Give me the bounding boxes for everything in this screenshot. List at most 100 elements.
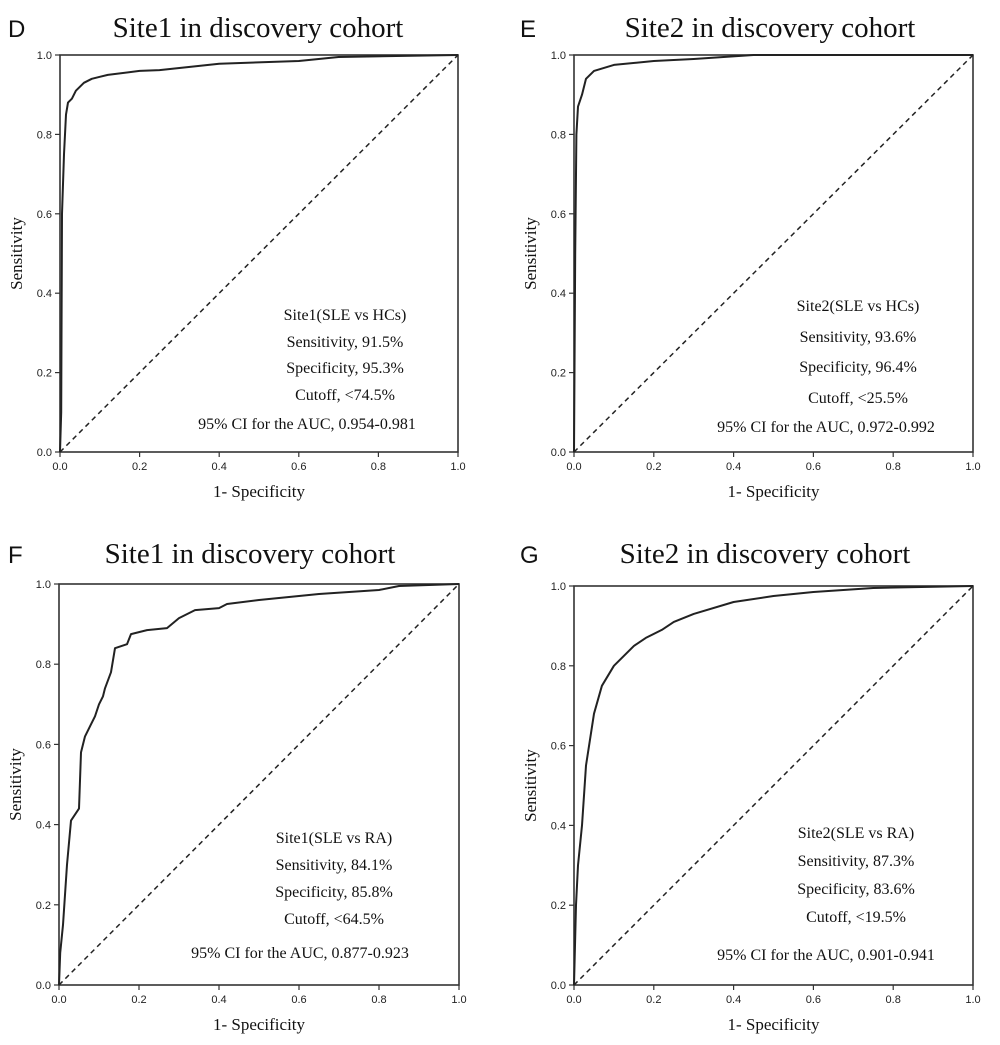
chart-title: Site2 in discovery cohort [625, 12, 916, 44]
roc-curve [58, 583, 460, 986]
y-tick-label: 0.8 [37, 129, 52, 141]
y-tick-label: 0.2 [551, 900, 566, 912]
x-tick-label: 0.4 [211, 994, 226, 1006]
x-tick-label: 0.4 [726, 461, 741, 473]
y-tick-label: 0.8 [551, 661, 566, 673]
y-tick-label: 0.2 [36, 900, 51, 912]
roc-curve [573, 585, 974, 986]
annotation-line: Specificity, 96.4% [799, 359, 917, 376]
panel-letter: F [8, 542, 23, 569]
y-tick-label: 0.4 [551, 820, 566, 832]
x-tick-label: 0.0 [52, 461, 67, 473]
x-axis-label: 1- Specificity [727, 482, 820, 501]
y-axis-label: Sensitivity [521, 217, 540, 290]
reference-diagonal [58, 583, 460, 986]
x-tick-label: 0.2 [132, 461, 147, 473]
y-tick-label: 1.0 [551, 50, 566, 62]
x-axis-label: 1- Specificity [727, 1015, 820, 1034]
panel-g: G Site2 in discovery cohort 0.00.0 0.2 0.2 0.… [520, 538, 981, 1034]
y-tick-label: 1.0 [36, 579, 51, 591]
x-tick-label: 0.0 [51, 994, 66, 1006]
annotation-line: Cutoff, <19.5% [806, 909, 906, 926]
panel-letter: G [520, 542, 539, 569]
roc-curve [573, 54, 973, 453]
panel-f: F Site1 in discovery cohort 0.00.0 0.2 0.2 0.… [6, 538, 467, 1034]
y-tick-label: 0.6 [37, 209, 52, 221]
y-tick-label: 0.0 [551, 980, 566, 992]
panel-e: E Site2 in discovery cohort 0.00.0 0.2 0.2 0.… [520, 12, 981, 501]
annotation-line: Cutoff, <25.5% [808, 390, 908, 407]
y-axis-label: Sensitivity [6, 748, 25, 821]
annotation-line: Specificity, 83.6% [797, 881, 915, 898]
annotation-line: 95% CI for the AUC, 0.954-0.981 [198, 416, 416, 433]
annotation-line: Sensitivity, 91.5% [287, 334, 404, 351]
annotation-title: Site2(SLE vs HCs) [797, 298, 920, 315]
x-tick-label: 0.6 [291, 461, 306, 473]
annotation-line: Cutoff, <64.5% [284, 911, 384, 928]
plot-frame [58, 583, 460, 986]
chart-title: Site2 in discovery cohort [620, 538, 911, 570]
y-tick-label: 0.6 [551, 741, 566, 753]
x-tick-label: 0.0 [566, 994, 581, 1006]
x-tick-label: 0.6 [806, 994, 821, 1006]
reference-diagonal [59, 54, 459, 453]
panel-d: D Site1 in discovery cohort 0.00.0 0.2 0.2 0.… [7, 12, 466, 501]
y-tick-label: 0.2 [551, 368, 566, 380]
reference-diagonal [573, 585, 974, 986]
annotation-line: Sensitivity, 93.6% [800, 329, 917, 346]
x-axis-label: 1- Specificity [213, 482, 306, 501]
x-tick-label: 0.6 [291, 994, 306, 1006]
panel-letter: D [8, 16, 25, 43]
y-tick-label: 0.8 [36, 659, 51, 671]
x-tick-label: 0.8 [371, 994, 386, 1006]
annotation-line: Specificity, 95.3% [286, 360, 404, 377]
y-tick-label: 0.4 [36, 820, 51, 832]
annotation-line: 95% CI for the AUC, 0.877-0.923 [191, 945, 409, 962]
annotation-line: 95% CI for the AUC, 0.972-0.992 [717, 419, 935, 436]
panel-letter: E [520, 16, 536, 43]
x-tick-label: 0.6 [806, 461, 821, 473]
annotation-line: 95% CI for the AUC, 0.901-0.941 [717, 947, 935, 964]
y-tick-label: 0.4 [551, 288, 566, 300]
annotation-line: Sensitivity, 87.3% [798, 853, 915, 870]
chart-title: Site1 in discovery cohort [105, 538, 396, 570]
y-tick-label: 1.0 [551, 581, 566, 593]
x-tick-label: 0.8 [371, 461, 386, 473]
x-tick-label: 0.0 [566, 461, 581, 473]
x-tick-label: 1.0 [965, 461, 980, 473]
x-tick-label: 0.8 [886, 461, 901, 473]
x-tick-label: 0.2 [131, 994, 146, 1006]
x-tick-label: 0.4 [726, 994, 741, 1006]
y-tick-label: 0.8 [551, 129, 566, 141]
y-axis-label: Sensitivity [7, 217, 26, 290]
roc-curve [59, 54, 459, 453]
y-tick-label: 0.0 [37, 447, 52, 459]
annotation-line: Cutoff, <74.5% [295, 387, 395, 404]
x-tick-label: 0.2 [646, 461, 661, 473]
x-tick-label: 0.2 [646, 994, 661, 1006]
x-tick-label: 0.8 [886, 994, 901, 1006]
annotation-line: Sensitivity, 84.1% [276, 857, 393, 874]
x-tick-label: 1.0 [450, 461, 465, 473]
y-tick-label: 1.0 [37, 50, 52, 62]
annotation-title: Site1(SLE vs RA) [276, 830, 392, 847]
x-tick-label: 0.4 [212, 461, 227, 473]
y-tick-label: 0.6 [551, 209, 566, 221]
y-tick-label: 0.6 [36, 739, 51, 751]
chart-title: Site1 in discovery cohort [113, 12, 404, 44]
plot-frame [573, 585, 974, 986]
annotation-title: Site2(SLE vs RA) [798, 825, 914, 842]
y-tick-label: 0.0 [36, 980, 51, 992]
annotation-line: Specificity, 85.8% [275, 884, 393, 901]
y-tick-label: 0.4 [37, 288, 52, 300]
x-tick-label: 1.0 [451, 994, 466, 1006]
y-tick-label: 0.2 [37, 368, 52, 380]
y-tick-label: 0.0 [551, 447, 566, 459]
y-axis-label: Sensitivity [521, 749, 540, 822]
x-tick-label: 1.0 [965, 994, 980, 1006]
x-axis-label: 1- Specificity [213, 1015, 306, 1034]
plot-frame [59, 54, 459, 453]
annotation-title: Site1(SLE vs HCs) [284, 307, 407, 324]
reference-diagonal [573, 54, 974, 453]
